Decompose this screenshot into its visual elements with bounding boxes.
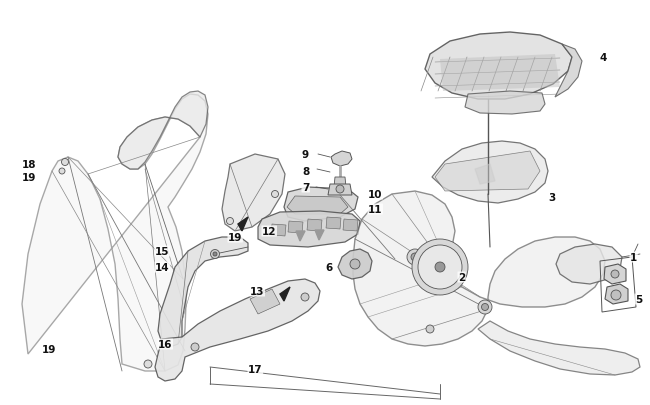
Text: 19: 19 — [22, 173, 36, 183]
Text: 1: 1 — [630, 252, 637, 262]
Circle shape — [411, 254, 419, 261]
Polygon shape — [432, 142, 548, 203]
Circle shape — [611, 270, 619, 278]
Polygon shape — [280, 287, 290, 301]
Circle shape — [191, 343, 199, 351]
Polygon shape — [284, 188, 358, 222]
Polygon shape — [258, 211, 360, 247]
Polygon shape — [556, 244, 622, 284]
Circle shape — [211, 250, 220, 259]
Circle shape — [336, 185, 344, 194]
Text: 14: 14 — [155, 262, 170, 272]
Polygon shape — [435, 151, 540, 192]
Circle shape — [482, 304, 489, 311]
Text: 5: 5 — [635, 294, 642, 304]
Polygon shape — [331, 151, 352, 166]
Circle shape — [350, 259, 360, 269]
Polygon shape — [475, 164, 495, 185]
Text: 19: 19 — [228, 232, 242, 243]
Polygon shape — [288, 222, 303, 233]
Polygon shape — [271, 224, 286, 237]
Circle shape — [226, 218, 233, 225]
Polygon shape — [158, 237, 248, 347]
Polygon shape — [465, 92, 545, 115]
Circle shape — [426, 325, 434, 333]
Polygon shape — [334, 177, 346, 188]
Text: 15: 15 — [155, 246, 170, 256]
Polygon shape — [440, 55, 560, 92]
Polygon shape — [338, 249, 372, 279]
Polygon shape — [604, 264, 626, 284]
Polygon shape — [307, 220, 322, 231]
Polygon shape — [425, 33, 572, 100]
Text: 4: 4 — [600, 53, 607, 63]
Polygon shape — [222, 155, 285, 231]
Text: 6: 6 — [325, 262, 332, 272]
Circle shape — [412, 239, 468, 295]
Polygon shape — [296, 231, 305, 241]
Text: 12: 12 — [262, 226, 276, 237]
Circle shape — [62, 159, 68, 166]
Polygon shape — [315, 230, 324, 241]
Polygon shape — [155, 279, 320, 381]
Circle shape — [407, 249, 423, 265]
Polygon shape — [343, 220, 358, 231]
Text: 9: 9 — [302, 149, 309, 160]
Text: 13: 13 — [250, 286, 265, 296]
Polygon shape — [353, 192, 605, 346]
Circle shape — [435, 262, 445, 272]
Circle shape — [213, 252, 217, 256]
Polygon shape — [555, 45, 582, 98]
Circle shape — [478, 300, 492, 314]
Polygon shape — [238, 217, 248, 231]
Text: 19: 19 — [42, 344, 57, 354]
Text: 18: 18 — [22, 160, 36, 170]
Circle shape — [611, 290, 621, 300]
Text: 2: 2 — [458, 272, 465, 282]
Text: 8: 8 — [302, 166, 309, 177]
Circle shape — [301, 293, 309, 301]
Polygon shape — [605, 284, 628, 304]
Text: 10: 10 — [368, 190, 382, 200]
Polygon shape — [250, 289, 280, 314]
Text: 3: 3 — [548, 192, 555, 202]
Polygon shape — [287, 196, 348, 215]
Text: 17: 17 — [248, 364, 263, 374]
Polygon shape — [118, 92, 208, 170]
Circle shape — [144, 360, 152, 368]
Polygon shape — [328, 185, 352, 196]
Text: 7: 7 — [302, 183, 309, 192]
Polygon shape — [22, 95, 208, 371]
Polygon shape — [478, 321, 640, 375]
Polygon shape — [326, 217, 341, 230]
Circle shape — [59, 168, 65, 175]
Text: 11: 11 — [368, 205, 382, 215]
Circle shape — [272, 191, 278, 198]
Text: 16: 16 — [158, 339, 172, 349]
Circle shape — [418, 245, 462, 289]
